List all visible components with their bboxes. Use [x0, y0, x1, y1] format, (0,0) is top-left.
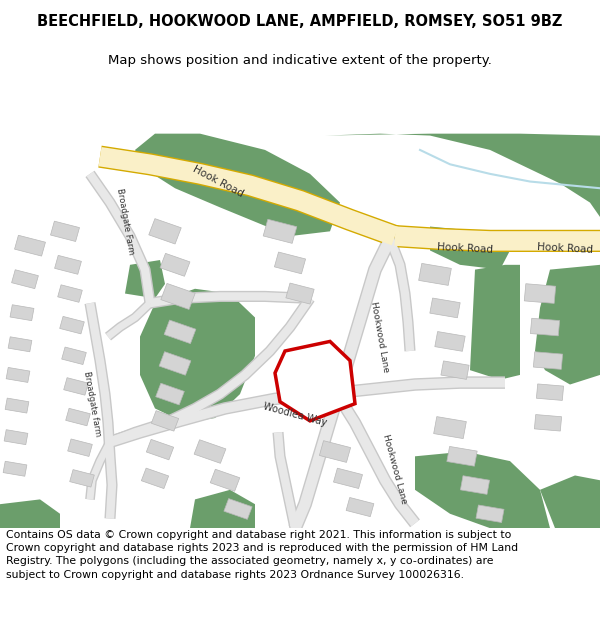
Bar: [430, 298, 460, 318]
Bar: [149, 219, 181, 244]
Bar: [286, 283, 314, 304]
Bar: [533, 352, 563, 369]
Polygon shape: [325, 134, 600, 217]
Polygon shape: [430, 226, 510, 269]
Bar: [70, 469, 94, 487]
Bar: [263, 219, 297, 243]
Text: Hookwood Lane: Hookwood Lane: [370, 301, 391, 372]
Bar: [419, 263, 451, 286]
Text: Broadgate farm: Broadgate farm: [82, 371, 102, 437]
Bar: [62, 347, 86, 364]
Bar: [68, 439, 92, 456]
Bar: [64, 378, 88, 395]
Polygon shape: [535, 265, 600, 384]
Text: Woodlea Way: Woodlea Way: [262, 402, 328, 429]
Text: Hook Road: Hook Road: [437, 242, 493, 255]
Bar: [435, 331, 465, 351]
Bar: [346, 498, 374, 517]
Bar: [160, 253, 190, 276]
Bar: [10, 305, 34, 321]
Bar: [524, 284, 556, 303]
Bar: [50, 221, 79, 241]
Bar: [434, 417, 466, 439]
Bar: [210, 469, 240, 491]
Bar: [8, 337, 32, 352]
Bar: [476, 505, 504, 522]
Bar: [55, 256, 82, 274]
Polygon shape: [135, 134, 340, 236]
Polygon shape: [140, 289, 255, 422]
Bar: [146, 439, 173, 460]
Bar: [319, 441, 350, 462]
Bar: [4, 429, 28, 444]
Text: BEECHFIELD, HOOKWOOD LANE, AMPFIELD, ROMSEY, SO51 9BZ: BEECHFIELD, HOOKWOOD LANE, AMPFIELD, ROM…: [37, 14, 563, 29]
Polygon shape: [0, 499, 60, 528]
Bar: [161, 283, 195, 309]
Bar: [6, 368, 30, 382]
Bar: [536, 384, 563, 401]
Bar: [535, 414, 562, 431]
Polygon shape: [275, 341, 355, 421]
Bar: [194, 440, 226, 463]
Bar: [151, 411, 179, 431]
Bar: [274, 252, 305, 274]
Text: Hook Road: Hook Road: [537, 242, 593, 255]
Bar: [58, 285, 82, 302]
Bar: [159, 352, 191, 375]
Bar: [11, 270, 38, 289]
Text: Hookwood Lane: Hookwood Lane: [382, 433, 409, 504]
Bar: [59, 316, 85, 334]
Polygon shape: [540, 476, 600, 528]
Text: Contains OS data © Crown copyright and database right 2021. This information is : Contains OS data © Crown copyright and d…: [6, 530, 518, 579]
Text: Map shows position and indicative extent of the property.: Map shows position and indicative extent…: [108, 54, 492, 68]
Bar: [5, 398, 29, 413]
Text: Hook Road: Hook Road: [191, 164, 245, 199]
Bar: [3, 461, 27, 476]
Bar: [155, 383, 184, 405]
Bar: [142, 468, 169, 489]
Polygon shape: [415, 451, 550, 528]
Bar: [334, 468, 362, 489]
Bar: [441, 361, 469, 379]
Bar: [14, 235, 46, 256]
Polygon shape: [470, 265, 520, 380]
Bar: [447, 446, 477, 466]
Polygon shape: [190, 490, 255, 528]
Bar: [460, 476, 490, 494]
Bar: [65, 408, 91, 426]
Polygon shape: [125, 260, 165, 298]
Bar: [164, 320, 196, 344]
Text: Broadgate Farm: Broadgate Farm: [115, 188, 135, 256]
Bar: [530, 318, 560, 336]
Bar: [224, 499, 252, 519]
